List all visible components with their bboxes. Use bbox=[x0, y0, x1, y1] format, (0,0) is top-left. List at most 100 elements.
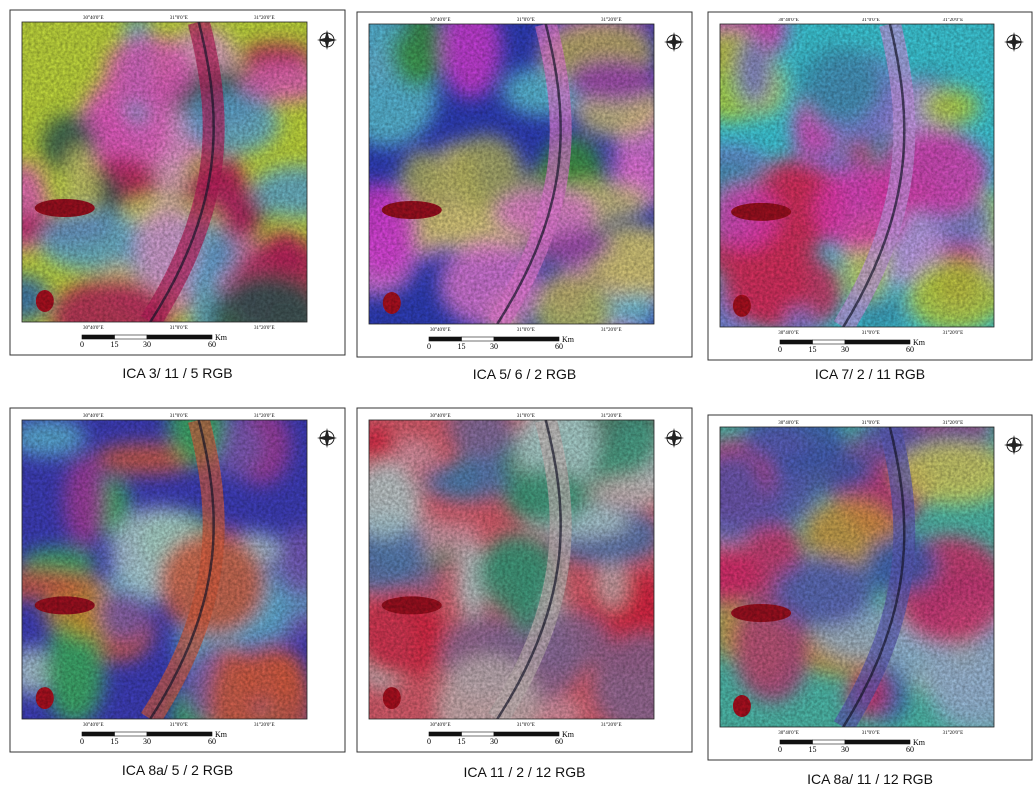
map-panel: 30°40'0"E 30°40'0"E 31°0'0"E 31°0'0"E 31°20'… bbox=[335, 381, 697, 761]
map-figure: 30°40'0"E 30°40'0"E 31°0'0"E 31°0'0"E 31°20'… bbox=[0, 0, 1035, 795]
panel-caption: ICA 11 / 2 / 12 RGB bbox=[464, 764, 586, 780]
longitude-label: 31°20'0"E bbox=[943, 18, 964, 23]
map-panel: 30°40'0"E 30°40'0"E 31°0'0"E 31°0'0"E 31°20'… bbox=[675, 0, 1035, 366]
longitude-label: 31°20'0"E bbox=[254, 723, 275, 728]
longitude-label: 30°40'0"E bbox=[83, 414, 104, 419]
longitude-label: 31°0'0"E bbox=[170, 414, 188, 419]
longitude-label: 31°0'0"E bbox=[517, 18, 535, 23]
longitude-label: 31°20'0"E bbox=[601, 723, 622, 728]
image-grain bbox=[369, 420, 654, 719]
scale-label: 30 bbox=[841, 345, 849, 354]
map-panel: 30°40'0"E30°40'0"E31°0'0"E31°0'0"E31°20'… bbox=[0, 10, 345, 365]
longitude-label: 30°40'0"E bbox=[83, 16, 104, 21]
scale-label: 0 bbox=[778, 345, 782, 354]
scale-label: 0 bbox=[778, 745, 782, 754]
scale-segment bbox=[147, 732, 212, 736]
satellite-image bbox=[335, 381, 697, 761]
longitude-label: 31°0'0"E bbox=[517, 328, 535, 333]
scale-label: 30 bbox=[490, 342, 498, 351]
longitude-label: 31°0'0"E bbox=[170, 723, 188, 728]
longitude-label: 30°40'0"E bbox=[430, 328, 451, 333]
scale-unit: Km bbox=[913, 738, 926, 747]
image-grain bbox=[22, 420, 307, 719]
longitude-label: 31°0'0"E bbox=[862, 331, 880, 336]
image-grain bbox=[22, 22, 307, 322]
longitude-label: 31°0'0"E bbox=[862, 18, 880, 23]
scale-label: 0 bbox=[80, 737, 84, 746]
longitude-label: 31°20'0"E bbox=[601, 18, 622, 23]
scale-label: 0 bbox=[80, 340, 84, 349]
longitude-label: 30°40'0"E bbox=[778, 731, 799, 736]
scale-label: 15 bbox=[809, 345, 817, 354]
scale-segment bbox=[429, 732, 462, 736]
scale-label: 0 bbox=[427, 342, 431, 351]
longitude-label: 31°20'0"E bbox=[254, 326, 275, 331]
panel-caption: ICA 8a/ 11 / 12 RGB bbox=[807, 771, 933, 787]
scale-unit: Km bbox=[215, 730, 228, 739]
scale-label: 15 bbox=[809, 745, 817, 754]
scale-segment bbox=[462, 337, 495, 341]
scale-label: 30 bbox=[143, 340, 151, 349]
longitude-label: 31°20'0"E bbox=[943, 331, 964, 336]
longitude-label: 31°20'0"E bbox=[943, 421, 964, 426]
longitude-label: 31°0'0"E bbox=[170, 326, 188, 331]
scale-unit: Km bbox=[562, 335, 575, 344]
longitude-label: 31°20'0"E bbox=[943, 731, 964, 736]
longitude-label: 30°40'0"E bbox=[430, 723, 451, 728]
scale-label: 30 bbox=[841, 745, 849, 754]
scale-label: 30 bbox=[490, 737, 498, 746]
scale-label: 15 bbox=[111, 340, 119, 349]
scale-segment bbox=[845, 740, 910, 744]
scale-unit: Km bbox=[215, 333, 228, 342]
panel-caption: ICA 5/ 6 / 2 RGB bbox=[473, 366, 577, 382]
scale-label: 15 bbox=[458, 342, 466, 351]
longitude-label: 31°20'0"E bbox=[254, 16, 275, 21]
longitude-label: 31°20'0"E bbox=[254, 414, 275, 419]
scale-label: 15 bbox=[458, 737, 466, 746]
satellite-image bbox=[689, 396, 1032, 733]
scale-segment bbox=[462, 732, 495, 736]
longitude-label: 30°40'0"E bbox=[83, 723, 104, 728]
figure: 30°40'0"E 30°40'0"E 31°0'0"E 31°0'0"E 31°20'… bbox=[0, 0, 1035, 795]
scale-segment bbox=[147, 335, 212, 339]
longitude-label: 30°40'0"E bbox=[778, 18, 799, 23]
image-grain bbox=[369, 24, 654, 324]
panel-caption: ICA 3/ 11 / 5 RGB bbox=[122, 365, 232, 381]
satellite-image bbox=[0, 13, 344, 365]
scale-segment bbox=[780, 740, 813, 744]
panel-caption: ICA 8a/ 5 / 2 RGB bbox=[122, 762, 233, 778]
panel-caption: ICA 7/ 2 / 11 RGB bbox=[815, 366, 925, 382]
longitude-label: 31°0'0"E bbox=[517, 723, 535, 728]
longitude-label: 30°40'0"E bbox=[778, 331, 799, 336]
scale-unit: Km bbox=[913, 338, 926, 347]
longitude-label: 30°40'0"E bbox=[778, 421, 799, 426]
scale-segment bbox=[429, 337, 462, 341]
scale-segment bbox=[813, 340, 846, 344]
map-panel: 30°40'0"E 30°40'0"E 31°0'0"E 31°0'0"E 31°20'… bbox=[689, 396, 1032, 760]
longitude-label: 31°0'0"E bbox=[517, 414, 535, 419]
scale-segment bbox=[813, 740, 846, 744]
scale-segment bbox=[494, 732, 559, 736]
scale-segment bbox=[115, 335, 148, 339]
longitude-label: 31°20'0"E bbox=[601, 414, 622, 419]
scale-segment bbox=[115, 732, 148, 736]
longitude-label: 31°20'0"E bbox=[601, 328, 622, 333]
scale-segment bbox=[82, 732, 115, 736]
map-panel: 30°40'0"E30°40'0"E31°0'0"E31°0'0"E31°20'… bbox=[314, 0, 692, 357]
longitude-label: 31°0'0"E bbox=[862, 731, 880, 736]
scale-label: 30 bbox=[143, 737, 151, 746]
scale-segment bbox=[845, 340, 910, 344]
longitude-label: 30°40'0"E bbox=[430, 414, 451, 419]
satellite-image bbox=[675, 0, 1035, 366]
scale-segment bbox=[494, 337, 559, 341]
scale-label: 0 bbox=[427, 737, 431, 746]
scale-segment bbox=[82, 335, 115, 339]
image-grain bbox=[720, 24, 994, 327]
scale-unit: Km bbox=[562, 730, 575, 739]
satellite-image bbox=[0, 376, 332, 755]
longitude-label: 30°40'0"E bbox=[83, 326, 104, 331]
image-grain bbox=[720, 427, 994, 727]
scale-segment bbox=[780, 340, 813, 344]
map-panel: 30°40'0"E 30°40'0"E 31°0'0"E 31°0'0"E 31°20'… bbox=[0, 376, 345, 755]
longitude-label: 31°0'0"E bbox=[862, 421, 880, 426]
